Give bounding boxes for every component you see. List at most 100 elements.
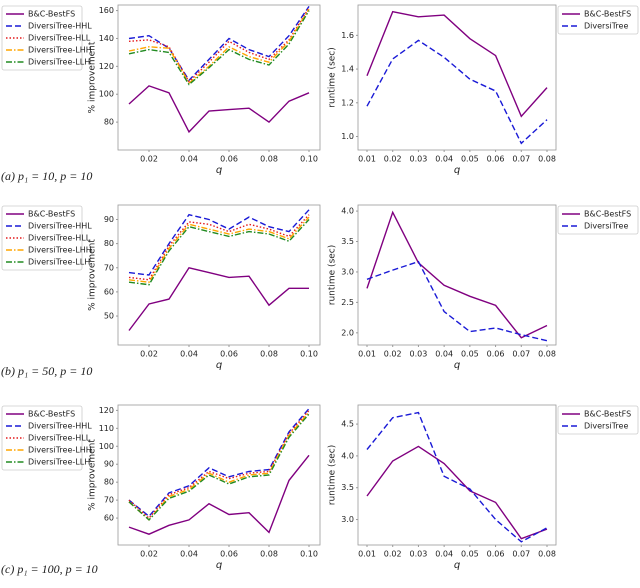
x-tick-label: 0.06 [220,155,238,164]
legend-label: DiversiTree-HHL [28,22,92,31]
plot-frame [117,204,321,346]
y-tick-label: 100 [99,90,114,99]
x-tick-label: 0.10 [300,350,318,359]
x-axis-label: q [454,165,460,176]
legend-box [557,5,639,35]
caption: (a) p₁ = 10, p = 10 [1,169,92,183]
x-tick-label: 0.03 [410,350,428,359]
y-tick-label: 100 [99,442,114,451]
x-axis-label: q [216,560,222,571]
legend-box [557,405,639,435]
legend-box [1,405,83,471]
x-tick-label: 0.08 [538,350,556,359]
legend-label: B&C-BestFS [28,210,75,219]
series-line [128,454,310,535]
x-tick-label: 0.08 [260,550,278,559]
x-tick-label: 0.07 [512,350,530,359]
plot-frame [357,404,557,546]
legend-label: DiversiTree-HLL [28,434,91,443]
y-tick-label: 50 [104,312,114,321]
y-tick-label: 110 [99,424,114,433]
x-tick-label: 0.06 [487,550,505,559]
y-tick-label: 1.0 [341,132,354,141]
x-axis-label: q [454,560,460,571]
series-line [128,214,310,281]
legend-label: DiversiTree-LHH [28,446,92,455]
series-line [128,85,310,134]
series-line [366,260,548,342]
series-line [128,411,310,521]
legend-label: B&C-BestFS [28,10,75,19]
x-tick-label: 0.05 [461,350,479,359]
y-tick-label: 140 [99,34,114,43]
x-tick-label: 0.04 [435,155,453,164]
legend-label: DiversiTree-HHL [28,222,92,231]
x-tick-label: 0.06 [487,155,505,164]
y-tick-label: 3.5 [341,237,354,246]
legend-label: B&C-BestFS [584,10,631,19]
x-tick-label: 0.02 [384,550,402,559]
series-line [128,409,310,520]
series-line [128,8,310,85]
x-tick-label: 0.05 [461,550,479,559]
plot-frame [117,404,321,546]
x-tick-label: 0.04 [435,550,453,559]
x-tick-label: 0.08 [260,155,278,164]
series-line [128,413,310,521]
series-line [128,219,310,286]
legend-label: DiversiTree [584,22,628,31]
x-tick-label: 0.01 [358,155,376,164]
y-axis-label: % improvement [88,439,98,511]
caption: (b) p₁ = 50, p = 10 [1,364,92,378]
legend-label: B&C-BestFS [28,410,75,419]
x-tick-label: 0.06 [220,550,238,559]
y-tick-label: 1.4 [341,65,354,74]
plot-frame [357,4,557,151]
y-axis-label: runtime (sec) [328,445,338,506]
y-tick-label: 2.5 [341,298,354,307]
series-line [128,408,310,518]
y-tick-label: 4.0 [341,451,354,460]
legend-label: DiversiTree-HLL [28,34,91,43]
y-axis-label: runtime (sec) [328,47,338,108]
x-tick-label: 0.02 [140,155,158,164]
y-tick-label: 3.0 [341,515,354,524]
legend-label: DiversiTree-HHL [28,422,92,431]
y-tick-label: 120 [99,406,114,415]
y-tick-label: 70 [104,263,114,272]
x-tick-label: 0.02 [384,350,402,359]
x-tick-label: 0.02 [140,550,158,559]
y-tick-label: 4.0 [341,207,354,216]
y-tick-label: 80 [104,478,114,487]
x-axis-label: q [454,360,460,371]
y-tick-label: 120 [99,62,114,71]
legend-label: DiversiTree-HLL [28,234,91,243]
y-tick-label: 3.5 [341,483,354,492]
y-tick-label: 1.2 [341,98,354,107]
legend-label: DiversiTree-LLH [28,458,90,467]
y-tick-label: 1.6 [341,31,354,40]
x-tick-label: 0.02 [384,155,402,164]
y-tick-label: 160 [99,6,114,15]
y-axis-label: % improvement [88,239,98,311]
legend-label: DiversiTree-LLH [28,258,90,267]
legend-label: B&C-BestFS [584,210,631,219]
legend-box [1,5,83,71]
x-tick-label: 0.04 [180,350,198,359]
x-tick-label: 0.10 [300,155,318,164]
series-line [128,7,310,83]
y-tick-label: 3.0 [341,267,354,276]
y-tick-label: 90 [104,460,114,469]
legend-box [557,205,639,235]
x-tick-label: 0.02 [140,350,158,359]
series-line [128,267,309,331]
series-line [366,210,548,339]
x-tick-label: 0.08 [538,155,556,164]
x-tick-label: 0.03 [410,155,428,164]
y-tick-label: 4.5 [341,420,354,429]
series-line [128,6,310,82]
x-tick-label: 0.07 [512,155,530,164]
legend-label: B&C-BestFS [584,410,631,419]
caption: (c) p₁ = 100, p = 10 [1,562,98,576]
